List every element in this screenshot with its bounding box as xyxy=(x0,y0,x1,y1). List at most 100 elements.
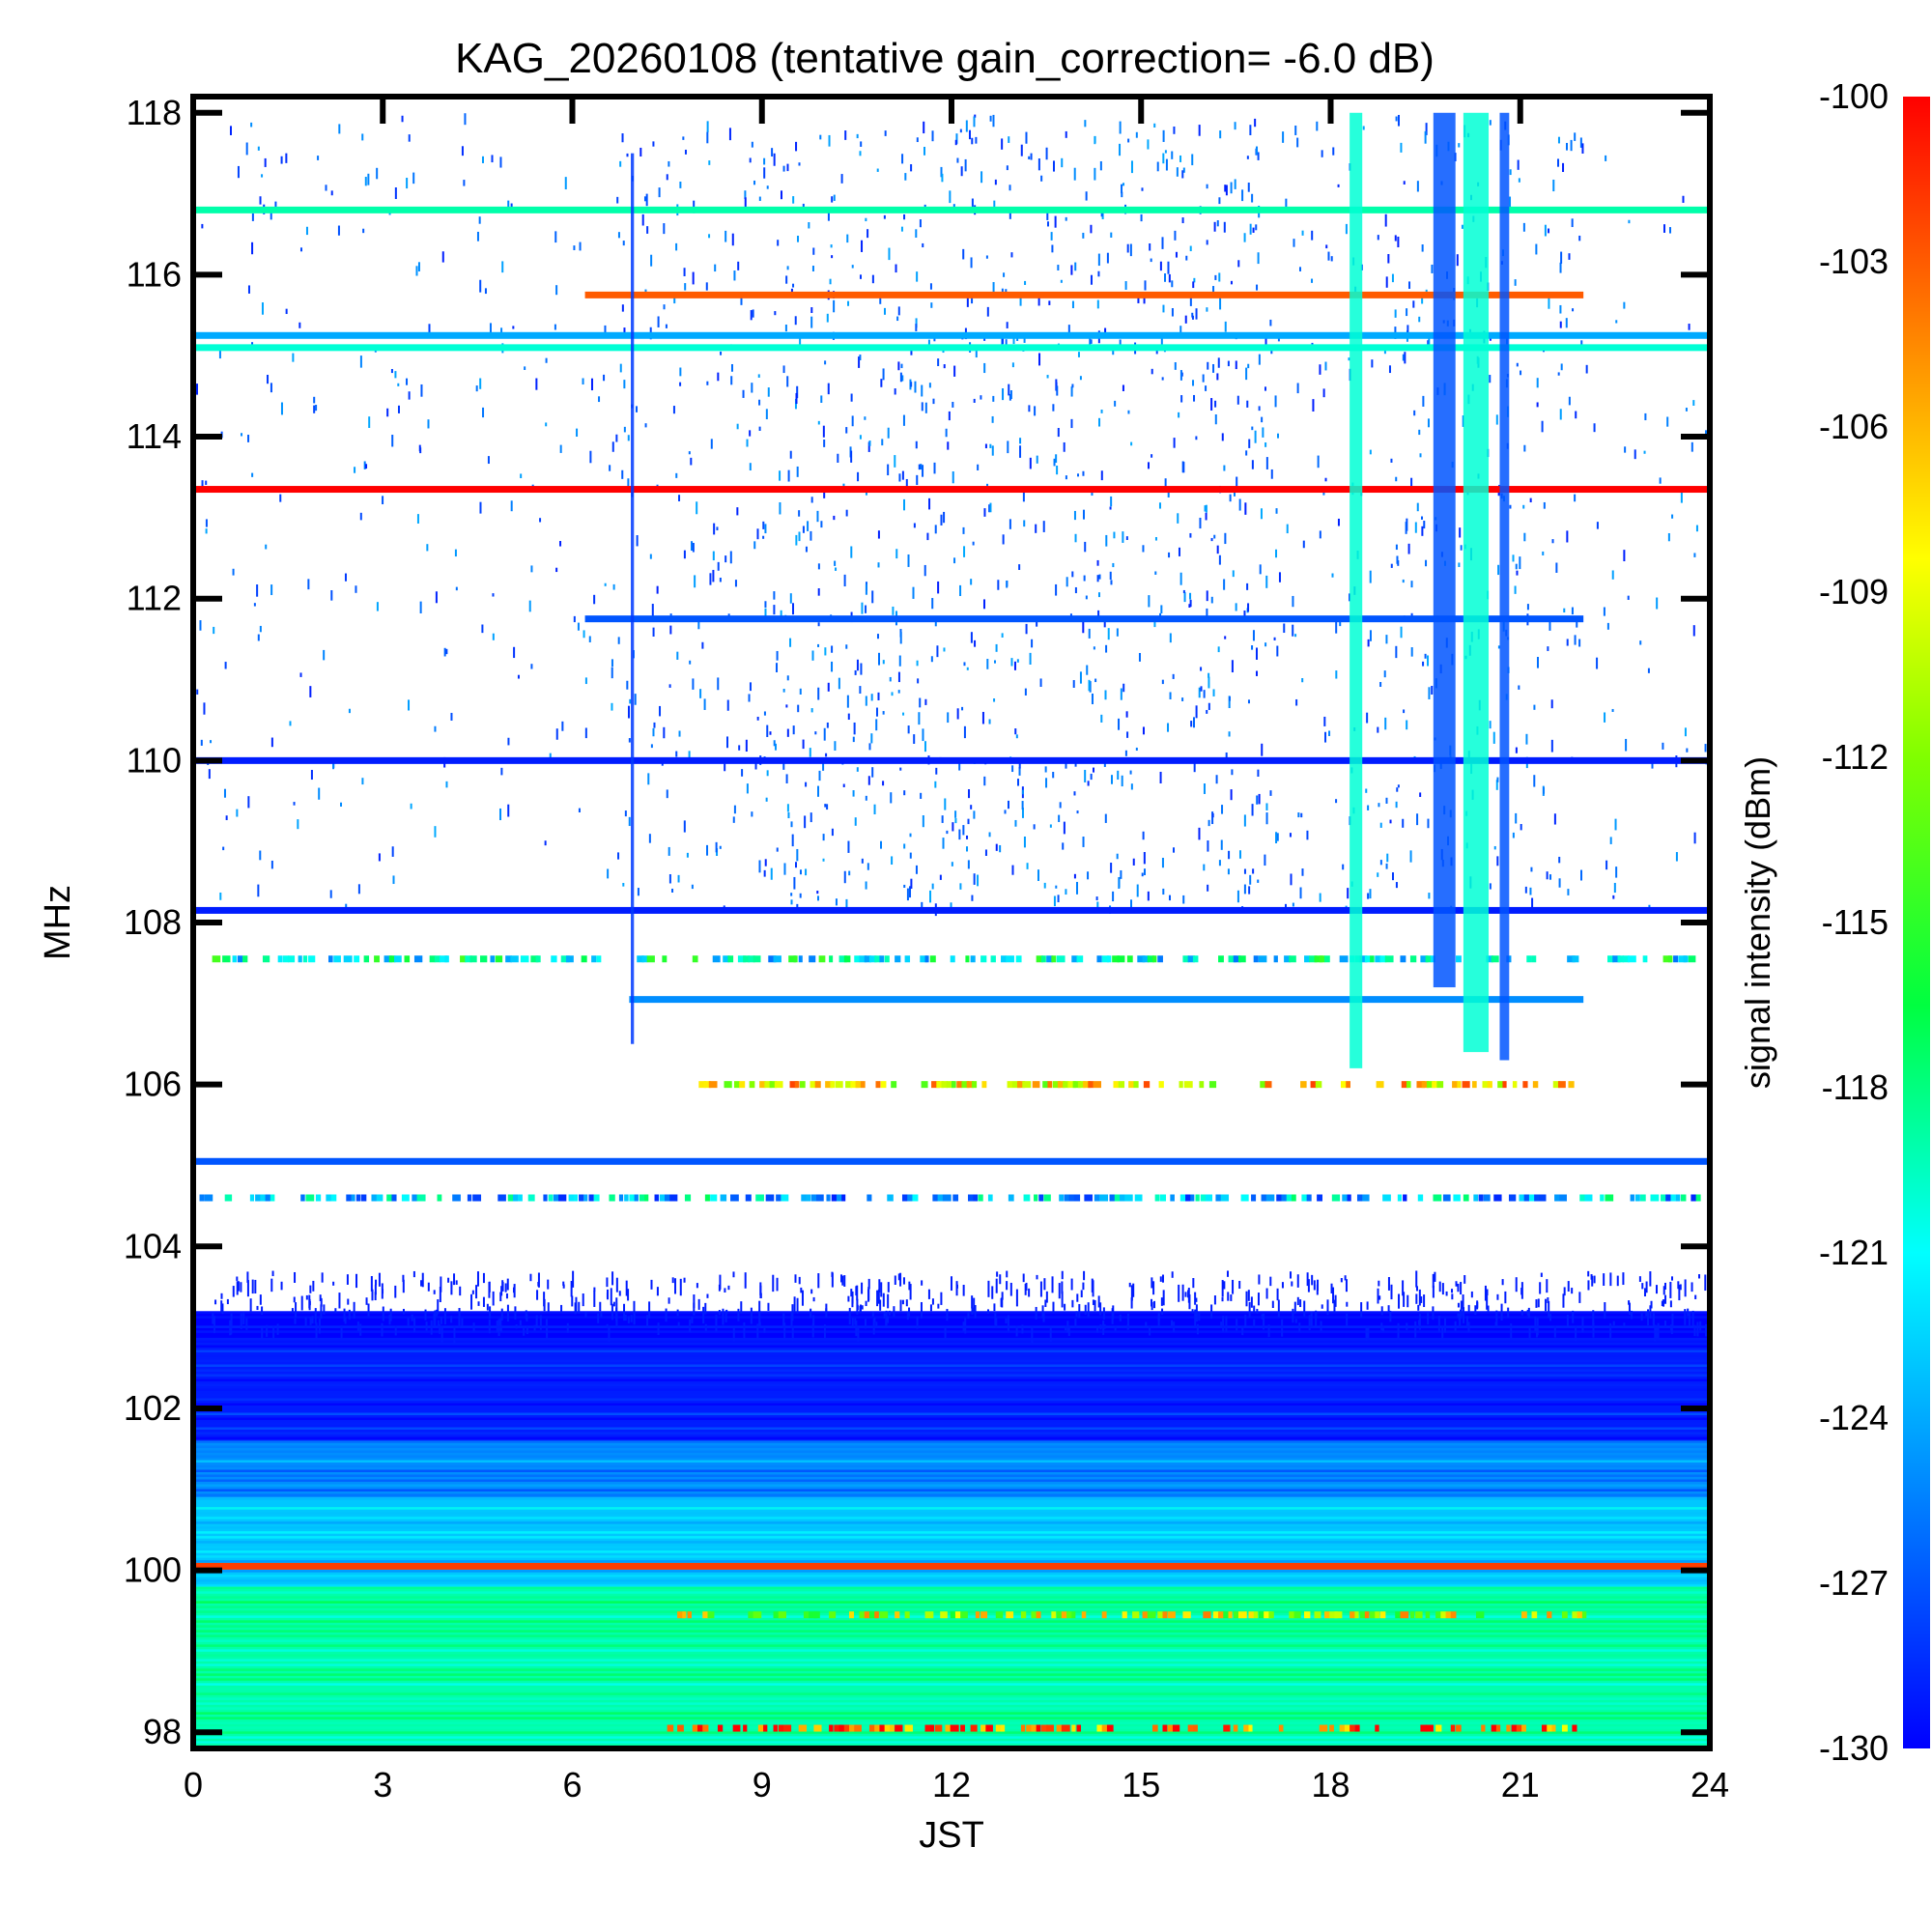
speckle xyxy=(1256,146,1259,155)
signal-band-segment xyxy=(401,1194,410,1202)
speckle xyxy=(850,393,853,402)
speckle xyxy=(1332,147,1335,156)
speckle xyxy=(219,892,222,900)
speckle xyxy=(1579,137,1582,148)
signal-band-segment xyxy=(825,1081,833,1089)
background-stripe xyxy=(193,1634,1710,1637)
speckle xyxy=(1367,893,1370,899)
speckle xyxy=(1615,867,1618,878)
speckle xyxy=(696,501,698,515)
speckle xyxy=(1432,1306,1435,1321)
speckle xyxy=(345,903,348,911)
speckle xyxy=(1536,657,1539,668)
speckle xyxy=(1566,530,1569,543)
speckle xyxy=(1110,580,1113,585)
signal-band-segment xyxy=(1063,1081,1069,1089)
speckle xyxy=(1441,1325,1444,1339)
background-stripe xyxy=(193,1369,1710,1372)
speckle xyxy=(816,510,819,523)
speckle xyxy=(992,114,995,128)
signal-band-segment xyxy=(490,955,496,963)
speckle xyxy=(838,677,840,690)
background-stripe xyxy=(193,1489,1710,1492)
speckle xyxy=(257,884,260,897)
speckle xyxy=(944,1326,947,1339)
speckle xyxy=(817,563,820,570)
speckle xyxy=(750,310,753,321)
background-stripe xyxy=(193,1412,1710,1415)
speckle xyxy=(929,1304,932,1312)
speckle xyxy=(1566,1314,1569,1326)
speckle xyxy=(1029,652,1032,665)
speckle xyxy=(1496,777,1499,782)
speckle xyxy=(1523,532,1526,542)
speckle xyxy=(649,554,652,559)
speckle xyxy=(1298,267,1301,271)
speckle xyxy=(1224,532,1227,545)
speckle xyxy=(1010,252,1013,258)
speckle xyxy=(796,1297,799,1314)
speckle xyxy=(850,450,853,463)
speckle xyxy=(1434,1271,1436,1282)
speckle xyxy=(1432,1285,1435,1298)
speckle xyxy=(904,173,907,181)
speckle xyxy=(406,378,409,385)
signal-band-segment xyxy=(1067,1081,1076,1089)
signal-band-segment xyxy=(849,1611,854,1619)
speckle xyxy=(1261,416,1264,423)
signal-band-segment xyxy=(1495,1724,1501,1732)
speckle xyxy=(1257,252,1260,265)
speckle xyxy=(991,1286,994,1299)
speckle xyxy=(722,1308,724,1325)
speckle xyxy=(1130,783,1133,790)
speckle xyxy=(923,741,926,753)
speckle xyxy=(856,1285,859,1301)
speckle xyxy=(1520,370,1522,376)
signal-band-segment xyxy=(1450,1611,1457,1619)
speckle xyxy=(598,396,601,403)
speckle xyxy=(1215,775,1218,784)
signal-band-segment xyxy=(1317,1194,1323,1202)
speckle xyxy=(609,465,611,471)
speckle xyxy=(677,1321,680,1328)
speckle xyxy=(1623,1322,1626,1327)
signal-band-segment xyxy=(1120,1194,1128,1202)
speckle xyxy=(931,883,934,890)
speckle xyxy=(899,372,902,383)
signal-band-segment xyxy=(867,1194,872,1202)
speckle xyxy=(1119,1314,1122,1321)
speckle xyxy=(621,133,624,143)
signal-band-segment xyxy=(1667,955,1673,963)
speckle xyxy=(440,1276,442,1293)
signal-band-segment xyxy=(472,1194,482,1202)
speckle xyxy=(1645,1311,1648,1317)
speckle xyxy=(894,1275,896,1286)
speckle xyxy=(555,567,558,573)
speckle xyxy=(898,473,901,482)
speckle xyxy=(915,318,918,328)
speckle xyxy=(1244,1314,1247,1326)
speckle xyxy=(865,795,867,801)
speckle xyxy=(847,840,850,853)
speckle xyxy=(1243,868,1246,874)
speckle xyxy=(848,1307,851,1324)
speckle xyxy=(1255,224,1258,231)
speckle xyxy=(1679,1284,1682,1291)
speckle xyxy=(1214,274,1217,280)
speckle xyxy=(880,1282,883,1297)
speckle xyxy=(831,196,834,203)
speckle xyxy=(1559,321,1562,328)
speckle xyxy=(1310,1311,1313,1327)
speckle xyxy=(810,708,813,713)
speckle xyxy=(1019,438,1022,444)
speckle xyxy=(916,660,919,667)
speckle xyxy=(1366,1301,1369,1310)
speckle xyxy=(647,773,650,785)
speckle xyxy=(902,1277,905,1285)
speckle xyxy=(650,744,653,749)
speckle xyxy=(562,1281,565,1286)
speckle xyxy=(1431,686,1434,696)
speckle xyxy=(1156,161,1159,172)
speckle xyxy=(1581,143,1584,154)
speckle xyxy=(1129,243,1132,257)
